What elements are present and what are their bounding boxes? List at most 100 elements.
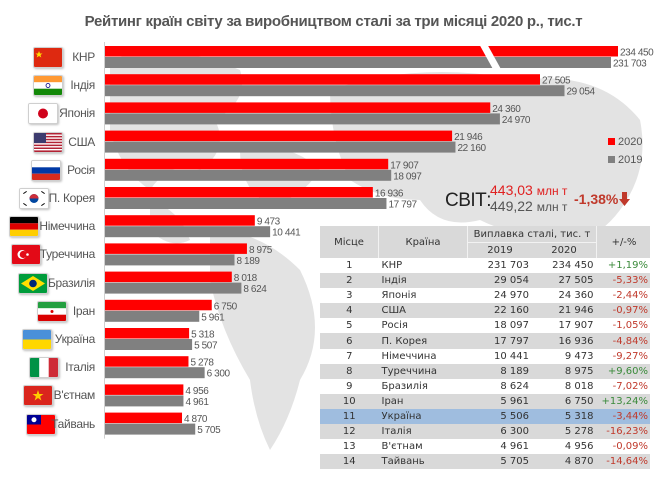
country-cell: Німеччина bbox=[381, 350, 437, 362]
brazil-flag-icon bbox=[18, 272, 48, 294]
bar-2020 bbox=[105, 46, 618, 57]
country-cell: Індія bbox=[381, 275, 407, 287]
category-label: Німеччина bbox=[39, 219, 95, 234]
value-2019-cell: 17 797 bbox=[494, 335, 529, 347]
data-label-2020: 4 870 bbox=[184, 414, 208, 425]
value-2020-cell: 5 278 bbox=[564, 426, 594, 438]
country-cell: Італія bbox=[381, 426, 412, 438]
value-2019-cell: 18 097 bbox=[494, 320, 529, 332]
data-label-2019: 6 300 bbox=[207, 369, 231, 380]
value-2020-cell: 6 750 bbox=[564, 395, 594, 407]
world-value-2019: 449,22 bbox=[490, 198, 533, 214]
change-cell: -16,23% bbox=[606, 426, 648, 438]
world-value-2020: 443,03 bbox=[490, 182, 533, 198]
legend-swatch-2020 bbox=[608, 138, 615, 145]
bar-2019 bbox=[105, 254, 235, 266]
data-label-2020: 6 750 bbox=[214, 301, 238, 312]
bar-2020 bbox=[105, 328, 190, 339]
data-label-2020: 8 975 bbox=[249, 245, 273, 256]
country-cell: Україна bbox=[381, 410, 422, 422]
bar-2019 bbox=[105, 226, 271, 238]
change-cell: +1,19% bbox=[607, 260, 648, 272]
rank-cell: 7 bbox=[346, 350, 353, 362]
value-2019-cell: 5 506 bbox=[500, 410, 529, 422]
world-unit-2019: млн т bbox=[536, 200, 568, 214]
table-row: 8 Туреччина 8 189 8 975 +9,60% bbox=[320, 363, 650, 379]
chart-title: Рейтинг країн світу за виробництвом стал… bbox=[84, 13, 583, 30]
change-cell: -5,33% bbox=[612, 275, 648, 287]
vietnam-flag-icon bbox=[23, 385, 53, 407]
value-2019-cell: 8 624 bbox=[500, 380, 529, 392]
table-row: 2 Індія 29 054 27 505 -5,33% bbox=[320, 273, 650, 289]
table-row: 11 Україна 5 506 5 318 -3,44% bbox=[320, 408, 650, 425]
bar-2020 bbox=[105, 215, 255, 226]
world-change: -1,38% bbox=[574, 191, 631, 207]
rank-cell: 3 bbox=[346, 290, 353, 302]
data-label-2019: 10 441 bbox=[272, 228, 301, 239]
header-rank: Місце bbox=[320, 226, 379, 258]
table-row: 1 КНР 231 703 234 450 +1,19% bbox=[320, 258, 650, 274]
category-label: КНР bbox=[72, 50, 95, 64]
change-cell: -2,44% bbox=[612, 290, 648, 302]
value-2020-cell: 17 907 bbox=[558, 320, 594, 332]
data-label-2019: 22 160 bbox=[457, 143, 486, 154]
legend-item-2019: 2019 bbox=[608, 154, 642, 166]
taiwan-flag-icon bbox=[26, 413, 56, 435]
data-label-2020: 5 278 bbox=[190, 358, 214, 369]
data-label-2020: 17 907 bbox=[390, 160, 419, 171]
italy-flag-icon bbox=[29, 357, 59, 379]
bar-2019 bbox=[105, 282, 242, 294]
category-label: Росія bbox=[67, 162, 95, 177]
value-2019-cell: 4 961 bbox=[500, 441, 529, 453]
change-cell: -7,02% bbox=[612, 380, 648, 392]
bar-2019 bbox=[105, 113, 500, 125]
table-row: 14 Тайвань 5 705 4 870 -14,64% bbox=[320, 454, 650, 470]
table-row: 10 Іран 5 961 6 750 +13,24% bbox=[320, 393, 650, 409]
value-2019-cell: 22 160 bbox=[494, 305, 529, 317]
value-2019-cell: 8 189 bbox=[500, 365, 529, 377]
country-cell: П. Корея bbox=[381, 335, 428, 347]
data-label-2020: 24 360 bbox=[492, 104, 521, 115]
table-row: 9 Бразилія 8 624 8 018 -7,02% bbox=[320, 378, 650, 394]
value-2020-cell: 27 505 bbox=[558, 275, 594, 287]
category-label: В'єтнам bbox=[53, 388, 96, 403]
rank-cell: 11 bbox=[342, 410, 356, 422]
china-flag-icon bbox=[33, 47, 63, 68]
bar-2019 bbox=[105, 57, 611, 68]
change-cell: -1,05% bbox=[612, 320, 648, 332]
data-label-2020: 234 450 bbox=[620, 48, 654, 59]
bar-2019 bbox=[105, 395, 184, 407]
value-2020-cell: 8 018 bbox=[564, 380, 594, 392]
data-label-2019: 17 797 bbox=[388, 200, 417, 211]
legend-swatch-2019 bbox=[608, 156, 615, 163]
world-label: СВІТ: bbox=[445, 190, 492, 211]
world-unit-2020: млн т bbox=[536, 184, 568, 198]
india-flag-icon bbox=[33, 75, 63, 97]
value-2019-cell: 6 300 bbox=[500, 426, 529, 438]
header-production: Виплавка сталі, тис. т bbox=[467, 226, 597, 243]
rank-cell: 2 bbox=[346, 275, 353, 287]
bar-2020 bbox=[105, 130, 453, 142]
bar-2020 bbox=[105, 356, 189, 367]
bar-2019 bbox=[105, 367, 205, 379]
bar-2020 bbox=[105, 299, 212, 311]
rank-cell: 14 bbox=[342, 456, 356, 468]
axis-break-mark bbox=[478, 42, 502, 71]
value-2020-cell: 4 870 bbox=[564, 456, 594, 468]
country-cell: КНР bbox=[381, 260, 403, 272]
value-2020-cell: 21 946 bbox=[558, 305, 594, 317]
data-label-2019: 8 624 bbox=[243, 284, 267, 295]
header-2019: 2019 bbox=[467, 242, 532, 258]
value-2019-cell: 5 961 bbox=[500, 395, 529, 407]
steel-table: Місце Країна Виплавка сталі, тис. т +/-%… bbox=[320, 226, 650, 470]
world-total-2019: 449,22 млн т bbox=[490, 198, 567, 214]
value-2019-cell: 231 703 bbox=[487, 260, 529, 272]
bar-2020 bbox=[105, 187, 373, 198]
table-row: 6 П. Корея 17 797 16 936 -4,84% bbox=[320, 333, 650, 349]
value-2020-cell: 16 936 bbox=[558, 335, 594, 347]
change-cell: -0,09% bbox=[612, 441, 648, 453]
bar-2019 bbox=[105, 423, 196, 435]
data-label-2020: 9 473 bbox=[257, 217, 281, 228]
bar-2020 bbox=[105, 384, 184, 395]
bar-2019 bbox=[105, 339, 193, 350]
